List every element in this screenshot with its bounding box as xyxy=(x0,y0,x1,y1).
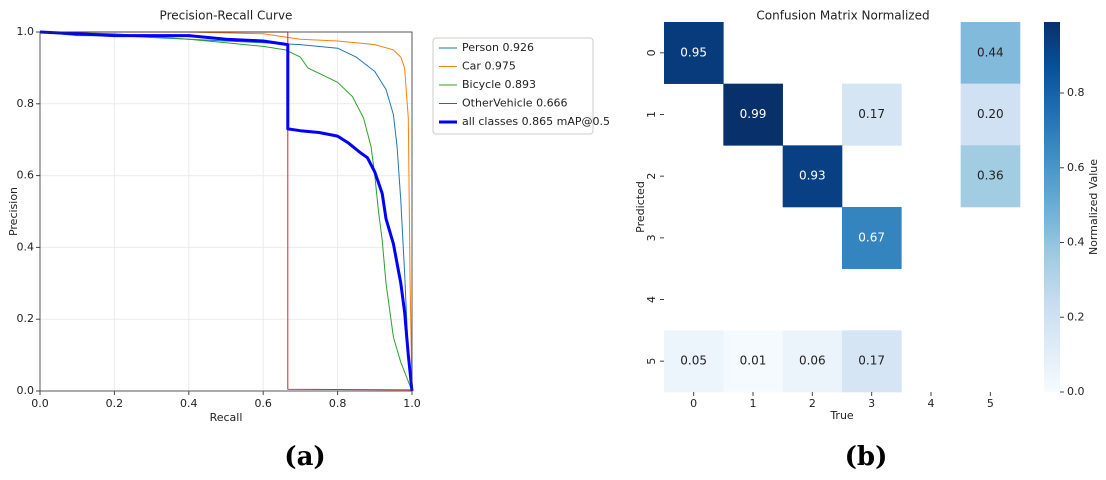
pr-curve xyxy=(39,31,413,392)
legend-label: OtherVehicle 0.666 xyxy=(462,97,568,110)
heatmap-cell xyxy=(842,330,902,393)
pr-curve xyxy=(39,30,414,392)
cell-label: 0.17 xyxy=(858,107,885,121)
cell-label: 0.20 xyxy=(977,107,1004,121)
cell-label: 0.17 xyxy=(858,354,885,368)
caption: (b) xyxy=(845,442,888,472)
y-tick-label: 0.2 xyxy=(17,312,35,325)
x-tick-label: 3 xyxy=(868,397,875,410)
colorbar-tick-label: 0.2 xyxy=(1067,310,1085,323)
pr-curve xyxy=(40,31,413,392)
y-axis-label: Precision xyxy=(7,187,20,236)
x-tick-label: 0.0 xyxy=(31,397,49,410)
y-tick-label: 4 xyxy=(645,296,658,303)
cell-label: 0.44 xyxy=(977,45,1004,59)
y-tick-label: 0.6 xyxy=(17,169,35,182)
pr-curve xyxy=(40,31,413,391)
plot-frame xyxy=(39,31,413,392)
legend-label: all classes 0.865 mAP@0.5 xyxy=(462,115,610,128)
y-axis-label: Predicted xyxy=(634,181,647,233)
caption: (a) xyxy=(284,442,325,472)
colorbar xyxy=(1044,22,1060,392)
cell-label: 0.95 xyxy=(680,45,707,59)
heatmap-cell xyxy=(723,330,783,393)
x-tick-label: 0.2 xyxy=(106,397,124,410)
heatmap-cell xyxy=(842,207,902,269)
y-tick-label: 0.0 xyxy=(17,384,35,397)
heatmap-cell xyxy=(723,83,783,146)
x-tick-label: 5 xyxy=(987,397,994,410)
colorbar-tick-label: 0.6 xyxy=(1067,161,1085,174)
heatmap-cell xyxy=(782,330,843,393)
legend-label: Person 0.926 xyxy=(462,41,534,54)
y-tick-label: 5 xyxy=(645,358,658,365)
pr-curve xyxy=(39,31,413,392)
legend-label: Car 0.975 xyxy=(462,60,516,73)
heatmap-cell xyxy=(842,83,902,146)
x-tick-label: 0 xyxy=(690,397,697,410)
x-tick-label: 0.8 xyxy=(329,397,347,410)
colorbar-tick-label: 0.8 xyxy=(1067,86,1085,99)
colorbar-tick-label: 0.4 xyxy=(1067,236,1085,249)
y-tick-label: 0.8 xyxy=(17,97,35,110)
chart-title: Precision-Recall Curve xyxy=(160,9,293,23)
cell-label: 0.05 xyxy=(680,354,707,368)
x-axis-label: True xyxy=(829,409,854,422)
heatmap-cell xyxy=(960,83,1021,146)
legend-label: Bicycle 0.893 xyxy=(462,78,536,91)
legend-box xyxy=(432,37,594,135)
cell-label: 0.36 xyxy=(977,169,1004,183)
cell-label: 0.99 xyxy=(740,107,767,121)
y-tick-label: 2 xyxy=(645,173,658,180)
heatmap-cell xyxy=(664,330,724,393)
heatmap-cell xyxy=(960,145,1021,208)
cell-label: 0.93 xyxy=(799,169,826,183)
y-tick-label: 0 xyxy=(645,49,658,56)
heatmap-cell xyxy=(782,145,843,208)
colorbar-label: Normalized Value xyxy=(1087,159,1100,255)
y-tick-label: 3 xyxy=(645,234,658,241)
y-tick-label: 1 xyxy=(645,111,658,118)
chart-title: Confusion Matrix Normalized xyxy=(756,9,929,23)
x-tick-label: 2 xyxy=(809,397,816,410)
x-axis-label: Recall xyxy=(210,411,243,424)
cell-label: 0.67 xyxy=(858,230,885,244)
x-tick-label: 4 xyxy=(928,397,935,410)
x-tick-label: 0.6 xyxy=(254,397,272,410)
cell-label: 0.06 xyxy=(799,354,826,368)
x-tick-label: 1 xyxy=(750,397,757,410)
cell-label: 0.01 xyxy=(740,354,767,368)
x-tick-label: 0.4 xyxy=(180,397,198,410)
colorbar-tick-label: 0.0 xyxy=(1067,385,1085,398)
x-tick-label: 1.0 xyxy=(403,397,421,410)
legend: Person 0.926 Car 0.975 Bicycle 0.893 OtherV… xyxy=(432,37,610,135)
y-tick-label: 0.4 xyxy=(17,240,35,253)
y-tick-label: 1.0 xyxy=(17,25,35,38)
heatmap-cell xyxy=(664,22,724,84)
heatmap-cell xyxy=(960,22,1021,84)
